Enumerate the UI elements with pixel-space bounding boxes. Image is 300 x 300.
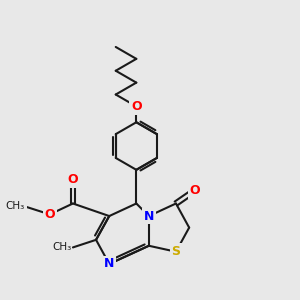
Text: O: O [190, 184, 200, 197]
Text: O: O [131, 100, 142, 113]
Text: S: S [172, 245, 181, 258]
Text: N: N [104, 257, 114, 270]
Text: N: N [144, 209, 154, 223]
Text: CH₃: CH₃ [52, 242, 71, 252]
Text: O: O [44, 208, 55, 221]
Text: O: O [68, 173, 78, 186]
Text: CH₃: CH₃ [5, 201, 24, 211]
